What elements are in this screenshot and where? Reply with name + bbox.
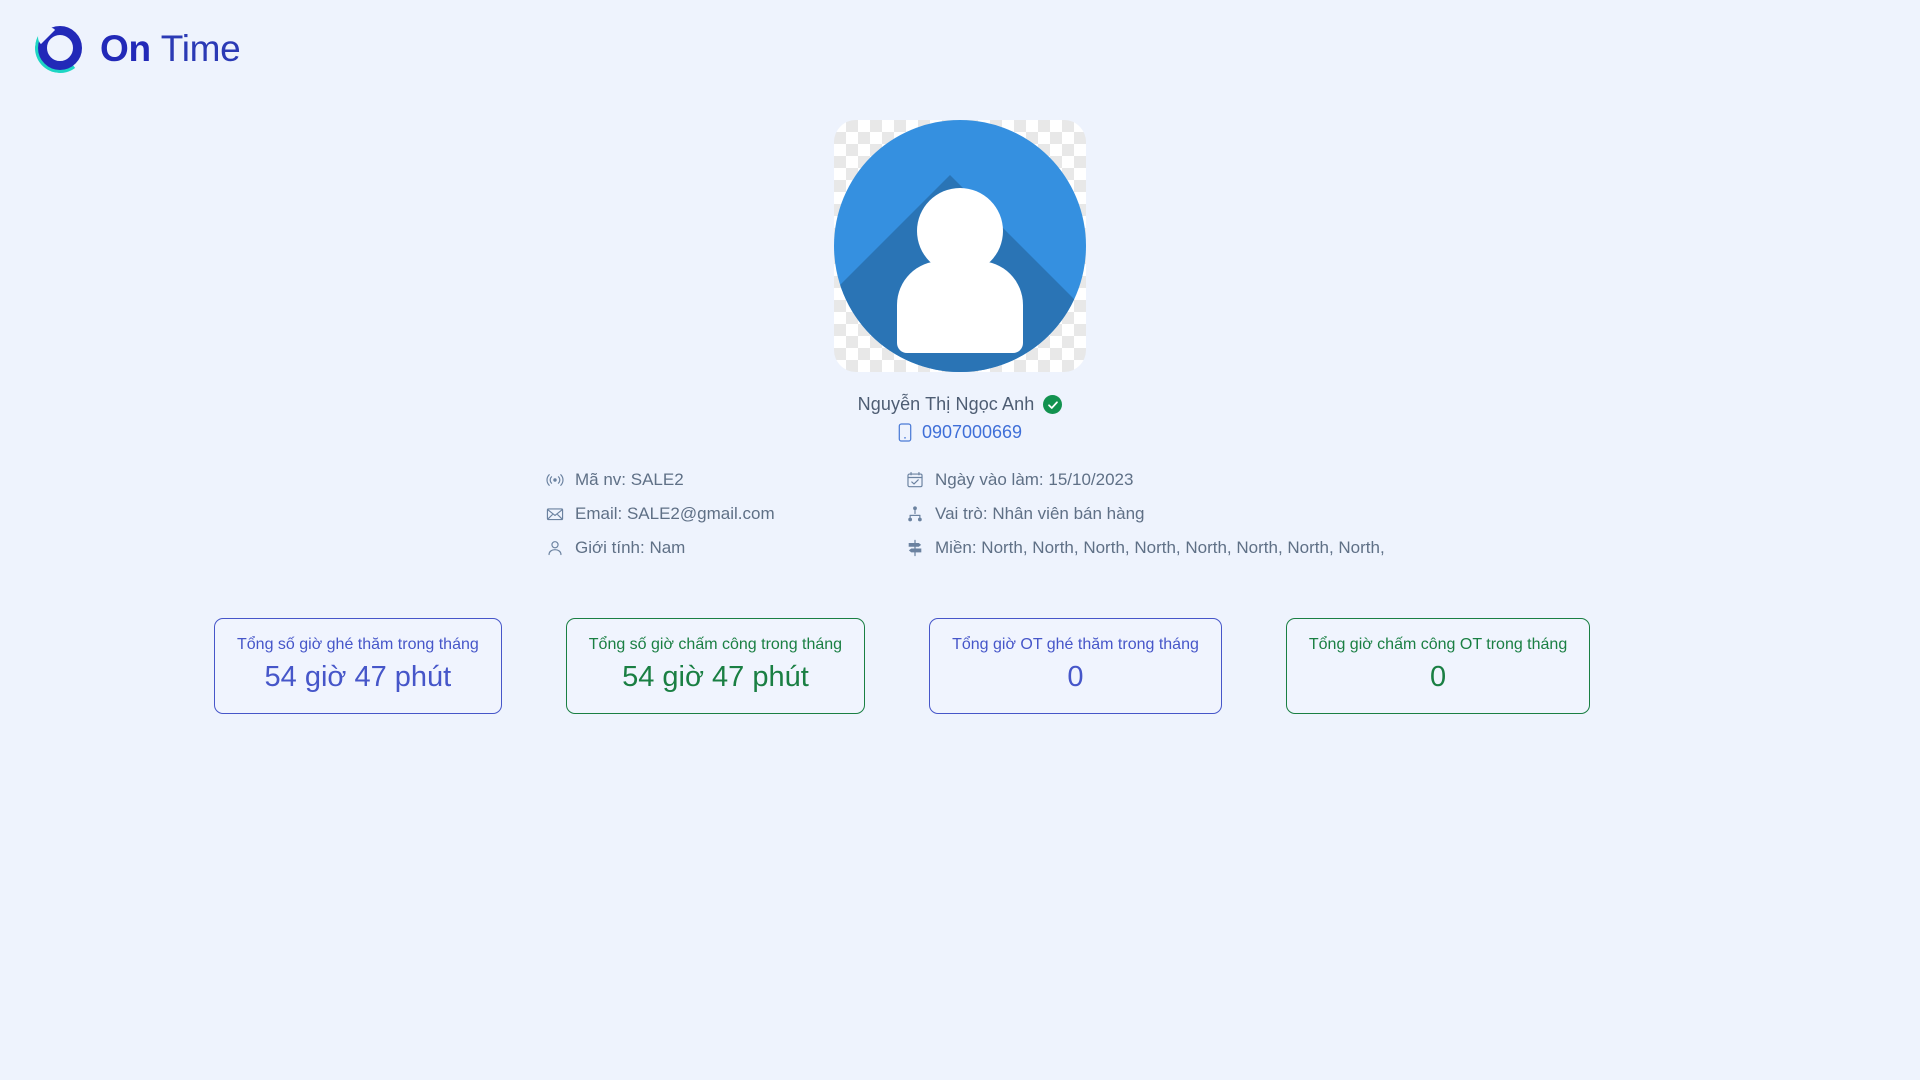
- brand-logo[interactable]: On Time: [31, 19, 241, 77]
- stat-card-ot-visit-hours-value: 0: [1067, 661, 1084, 693]
- mobile-phone-icon: [898, 423, 912, 442]
- info-employee-code-text: Mã nv: SALE2: [575, 470, 684, 489]
- verified-check-icon: [1043, 395, 1063, 414]
- stat-card-visit-hours-label: Tổng số giờ ghé thăm trong tháng: [237, 636, 479, 653]
- brand-name-bold: On: [100, 27, 151, 69]
- org-chart-icon: [905, 505, 924, 524]
- stat-card-visit-hours[interactable]: Tổng số giờ ghé thăm trong tháng 54 giờ …: [214, 618, 502, 714]
- info-employee-code: Mã nv: SALE2: [545, 470, 855, 490]
- profile-name-row: Nguyễn Thị Ngọc Anh: [858, 394, 1063, 415]
- profile-info-grid: Mã nv: SALE2 Ngày vào làm: 15/10/2023 Em…: [545, 470, 1445, 558]
- info-start-date-text: Ngày vào làm: 15/10/2023: [935, 470, 1134, 489]
- ontime-ring-logo-icon: [31, 19, 89, 77]
- info-region: Miền: North, North, North, North, North,…: [905, 538, 1445, 558]
- profile-phone-number: 0907000669: [921, 422, 1023, 442]
- stat-card-attendance-hours-value: 54 giờ 47 phút: [622, 661, 809, 693]
- stat-cards: Tổng số giờ ghé thăm trong tháng 54 giờ …: [214, 618, 1591, 714]
- stat-card-visit-hours-value: 54 giờ 47 phút: [264, 661, 452, 693]
- person-icon: [545, 539, 564, 558]
- info-role-text: Vai trò: Nhân viên bán hàng: [935, 504, 1145, 523]
- stat-card-attendance-hours-label: Tổng số giờ chấm công trong tháng: [588, 636, 843, 653]
- info-region-text: Miền: North, North, North, North, North,…: [935, 538, 1385, 557]
- stat-card-attendance-hours[interactable]: Tổng số giờ chấm công trong tháng 54 giờ…: [565, 618, 866, 714]
- stat-card-ot-attendance-hours-value: 0: [1429, 661, 1447, 693]
- stat-card-ot-attendance-hours[interactable]: Tổng giờ chấm công OT trong tháng 0: [1285, 618, 1591, 714]
- brand-name: On Time: [100, 27, 241, 69]
- app-header: On Time: [0, 0, 1920, 96]
- info-email: Email: SALE2@gmail.com: [545, 504, 855, 524]
- info-gender-text: Giới tính: Nam: [575, 538, 686, 557]
- broadcast-signal-icon: [545, 471, 564, 490]
- signpost-icon: [905, 539, 924, 558]
- info-email-text: Email: SALE2@gmail.com: [575, 504, 775, 523]
- envelope-icon: [545, 505, 564, 524]
- stat-card-ot-visit-hours[interactable]: Tổng giờ OT ghé thăm trong tháng 0: [929, 618, 1222, 714]
- brand-name-light: Time: [160, 27, 241, 69]
- info-role: Vai trò: Nhân viên bán hàng: [905, 504, 1445, 524]
- user-avatar-placeholder-icon: [834, 120, 1086, 372]
- profile-header: Nguyễn Thị Ngọc Anh 0907000669: [0, 120, 1920, 443]
- stat-card-ot-attendance-hours-label: Tổng giờ chấm công OT trong tháng: [1308, 636, 1568, 653]
- avatar[interactable]: [834, 120, 1086, 372]
- info-gender: Giới tính: Nam: [545, 538, 855, 558]
- profile-phone-row[interactable]: 0907000669: [898, 422, 1022, 443]
- calendar-check-icon: [905, 471, 924, 490]
- stat-card-ot-visit-hours-label: Tổng giờ OT ghé thăm trong tháng: [952, 636, 1199, 653]
- info-start-date: Ngày vào làm: 15/10/2023: [905, 470, 1445, 490]
- profile-full-name: Nguyễn Thị Ngọc Anh: [857, 394, 1035, 414]
